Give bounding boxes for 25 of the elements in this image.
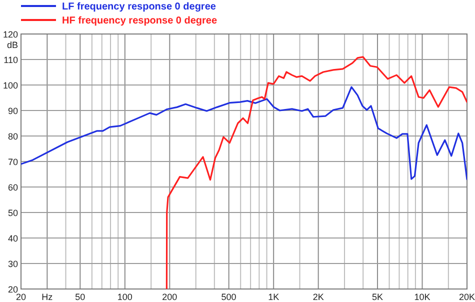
x-tick-label: 1K — [268, 292, 280, 302]
y-tick-label: 90 — [8, 106, 18, 116]
y-tick-label: 30 — [8, 259, 18, 269]
x-tick-label: 2K — [312, 292, 324, 302]
legend-label: LF frequency response 0 degree — [62, 2, 216, 12]
x-tick-label: Hz — [42, 292, 54, 302]
y-tick-label: 120 — [2, 30, 18, 40]
y-tick-label: 100 — [2, 80, 18, 90]
y-tick-label: 20 — [8, 284, 18, 294]
y-tick-label: 80 — [8, 132, 18, 142]
x-tick-label: 20K — [458, 292, 475, 302]
x-tick-label: 50 — [75, 292, 86, 302]
y-tick-label: 40 — [8, 234, 18, 244]
x-tick-label: 10K — [414, 292, 430, 302]
y-axis-title: dB — [6, 40, 18, 50]
x-tick-label: 200 — [162, 292, 178, 302]
y-tick-label: 50 — [8, 208, 18, 218]
legend-label: HF frequency response 0 degree — [62, 16, 218, 26]
x-tick-label: 5K — [372, 292, 383, 302]
x-tick-label: 20 — [16, 292, 26, 302]
x-tick-label: 500 — [221, 292, 236, 302]
y-tick-label: 70 — [8, 157, 18, 167]
y-tick-label: 60 — [8, 182, 18, 192]
y-tick-label: 110 — [4, 55, 18, 65]
x-tick-label: 100 — [117, 292, 132, 302]
